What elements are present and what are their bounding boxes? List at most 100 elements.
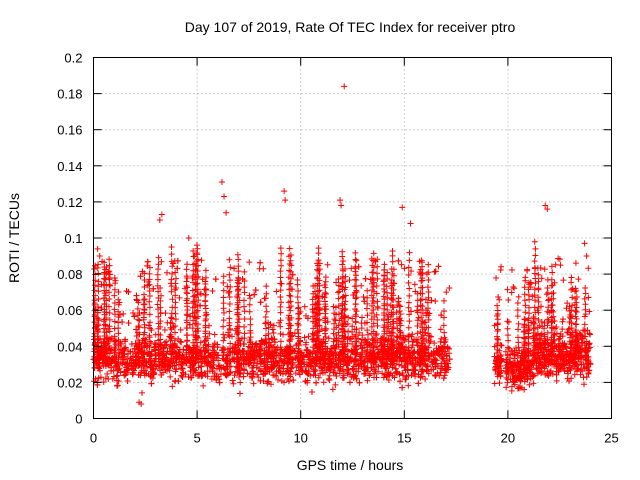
data-point [184,306,191,313]
data-point [91,287,98,294]
data-point [292,370,299,377]
data-point [521,291,528,298]
data-point [111,373,118,380]
data-point [411,281,418,288]
data-point [415,380,422,387]
data-point [263,283,270,290]
data-point [229,377,236,384]
data-point [246,259,253,266]
data-point [504,325,511,332]
data-point [212,276,219,283]
data-point [227,283,234,290]
data-point [270,329,277,336]
data-point [202,274,209,281]
data-point [505,337,512,344]
data-point [522,309,529,316]
data-point [114,382,121,389]
data-point [282,197,289,204]
y-tick-label: 0.18 [57,87,82,102]
data-point [406,249,413,256]
data-point [225,331,232,338]
data-point [182,371,189,378]
data-point [96,253,103,260]
data-point [252,287,259,294]
data-point [572,260,579,267]
data-point [240,373,247,380]
data-point [172,377,179,384]
data-point [353,257,360,264]
y-tick-label: 0.14 [57,159,82,174]
data-point [531,238,538,245]
data-point [553,323,560,330]
data-point [530,380,537,387]
data-point [406,257,413,264]
data-point [227,264,234,271]
data-point [443,289,450,296]
data-point [438,335,445,342]
data-point [111,275,118,282]
data-point [441,329,448,336]
data-point [531,270,538,277]
data-point [287,280,294,287]
data-point [226,294,233,301]
data-point [281,188,288,195]
data-point [295,315,302,322]
data-point [340,258,347,265]
data-point [200,382,207,389]
data-point [226,277,233,284]
data-point [221,334,228,341]
data-point [541,266,548,273]
data-point [356,329,363,336]
data-point [531,264,538,271]
data-point [494,321,501,328]
data-point [560,277,567,284]
data-point [262,320,269,327]
data-point [260,265,267,272]
data-point [147,325,154,332]
data-point [401,364,408,371]
x-tick-label: 0 [90,431,97,446]
data-point [390,324,397,331]
data-point [263,308,270,315]
data-point [262,325,269,332]
data-point [494,302,501,309]
data-point [346,277,353,284]
data-point [559,316,566,323]
data-point [327,367,334,374]
data-point [150,285,157,292]
data-point [287,293,294,300]
data-point [568,274,575,281]
data-point [158,211,165,218]
data-point [104,370,111,377]
data-point [410,349,417,356]
data-point [406,292,413,299]
data-point [169,383,176,390]
data-point [432,268,439,275]
data-point [220,317,227,324]
data-point [251,291,258,298]
data-point [178,339,185,346]
data-point [338,310,345,317]
data-point [559,318,566,325]
data-point [425,284,431,291]
data-point [269,326,276,333]
data-point [203,287,210,293]
y-tick-label: 0.16 [57,123,82,138]
data-point [428,297,435,304]
data-point [325,375,332,382]
data-point [130,309,137,316]
data-point [99,359,106,366]
data-point [276,368,283,375]
data-point [169,270,176,277]
data-point [141,370,148,377]
data-point [172,299,179,306]
data-point [508,387,515,394]
data-point [381,261,388,268]
data-point [183,325,190,332]
data-point [520,334,527,341]
data-point [399,204,406,211]
data-point [276,319,283,326]
data-point [282,346,289,353]
data-point [172,310,179,317]
